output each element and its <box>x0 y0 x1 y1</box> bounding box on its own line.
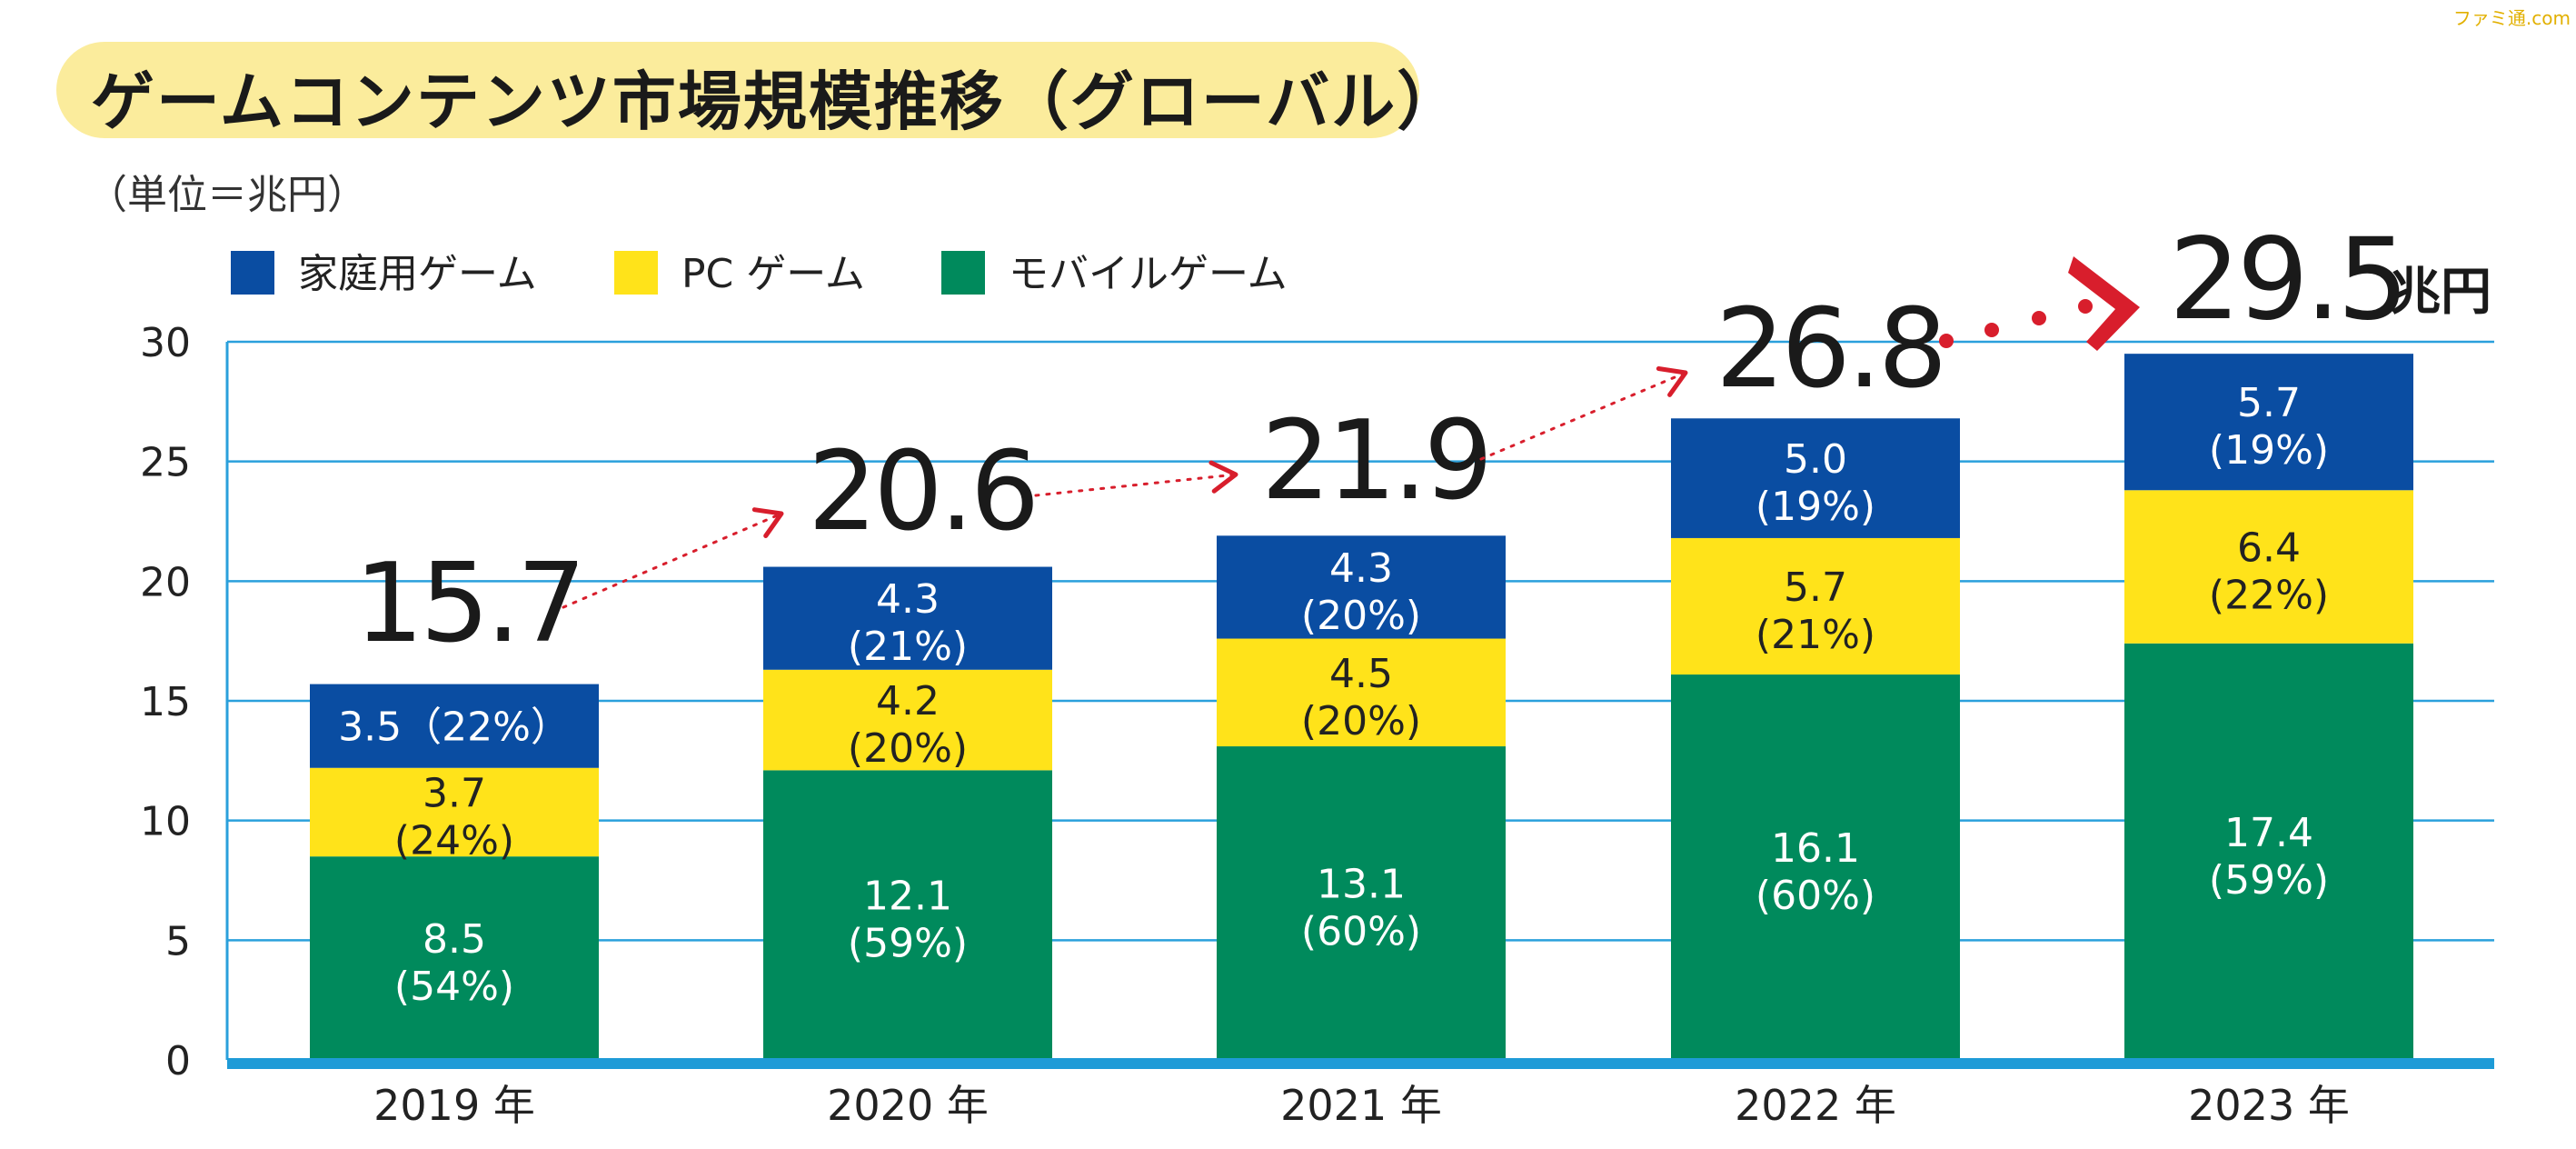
legend-swatch-mobile <box>941 251 985 295</box>
share-label: (54%) <box>394 964 514 1010</box>
bar-segment-home <box>310 684 599 768</box>
watermark: ファミ通.com <box>2452 7 2571 29</box>
unit-note: （単位＝兆円） <box>87 172 367 218</box>
share-label: (59%) <box>848 921 968 967</box>
bar-segment-pc <box>763 669 1052 771</box>
x-tick-label: 2019 年 <box>373 1081 535 1130</box>
share-label: (20%) <box>848 725 968 772</box>
x-axis-line <box>227 1058 2494 1069</box>
trend-dot <box>2078 299 2093 314</box>
trend-arrowhead <box>1208 460 1238 494</box>
data-label: 4.5 <box>1329 651 1393 697</box>
share-label: (21%) <box>848 624 968 670</box>
data-label: 17.4 <box>2224 810 2313 856</box>
data-label: 8.5 <box>423 916 486 963</box>
x-tick-label: 2020 年 <box>827 1081 989 1130</box>
data-label: 16.1 <box>1771 825 1860 872</box>
total-label: 20.6 <box>808 429 1036 555</box>
bar-segment-home <box>1217 535 1506 639</box>
data-label: 5.7 <box>2237 380 2301 426</box>
title-banner <box>56 42 1419 138</box>
y-tick-label: 25 <box>140 440 191 486</box>
data-label: 3.7 <box>423 770 486 816</box>
chart-title: ゲームコンテンツ市場規模推移（グローバル） <box>91 65 1463 139</box>
trend-dot <box>1939 334 1954 348</box>
total-label: 21.9 <box>1261 398 1489 525</box>
bar-segment-mobile <box>1217 746 1506 1060</box>
bar-segment-mobile <box>1671 674 1960 1060</box>
trend-arrowhead <box>1656 366 1688 397</box>
legend-label: 家庭用ゲーム <box>298 251 537 297</box>
legend-label: PC ゲーム <box>681 251 865 297</box>
share-label: (20%) <box>1301 698 1421 744</box>
bar-segment-home <box>1671 418 1960 538</box>
trend-connector <box>562 512 783 609</box>
share-label: (20%) <box>1301 593 1421 639</box>
share-label: (24%) <box>394 817 514 864</box>
bar-segment-pc <box>310 767 599 857</box>
bar-segment-pc <box>2124 490 2413 644</box>
data-label: 3.5（22%） <box>338 704 571 751</box>
bar-segment-mobile <box>310 856 599 1060</box>
data-label: 13.1 <box>1317 862 1406 908</box>
legend-swatch-home <box>231 251 274 295</box>
bar-segment-home <box>763 566 1052 670</box>
y-tick-label: 0 <box>165 1038 191 1084</box>
share-label: (21%) <box>1755 612 1875 658</box>
share-label: (19%) <box>1755 484 1875 530</box>
trend-chevron-arrow <box>2068 256 2140 351</box>
share-label: (60%) <box>1755 873 1875 919</box>
data-label: 4.2 <box>876 678 940 724</box>
data-label: 12.1 <box>863 874 952 920</box>
bar-segment-mobile <box>763 770 1052 1060</box>
trend-connector <box>1479 371 1687 461</box>
bar-segment-pc <box>1217 638 1506 747</box>
trend-connector <box>1034 473 1238 497</box>
data-label: 4.3 <box>1329 545 1393 592</box>
data-label: 4.3 <box>876 576 940 623</box>
data-label: 5.7 <box>1784 565 1847 611</box>
bar-segment-mobile <box>2124 643 2413 1060</box>
legend-swatch-pc <box>614 251 658 295</box>
share-label: (60%) <box>1301 909 1421 955</box>
x-tick-label: 2023 年 <box>2188 1081 2350 1130</box>
data-label: 5.0 <box>1784 436 1847 483</box>
bar-segment-home <box>2124 354 2413 491</box>
y-tick-label: 30 <box>140 320 191 366</box>
y-tick-label: 5 <box>165 918 191 964</box>
y-tick-label: 20 <box>140 559 191 605</box>
y-tick-label: 10 <box>140 799 191 845</box>
share-label: (22%) <box>2209 573 2329 619</box>
trend-dot <box>1984 323 1999 337</box>
legend-label: モバイルゲーム <box>1009 251 1288 297</box>
total-label: 29.5 <box>2169 215 2405 345</box>
total-label: 26.8 <box>1716 286 1944 413</box>
bar-segment-pc <box>1671 537 1960 675</box>
share-label: (19%) <box>2209 427 2329 474</box>
share-label: (59%) <box>2209 857 2329 904</box>
data-label: 6.4 <box>2237 525 2301 572</box>
trend-dot <box>2032 311 2046 325</box>
total-label: 15.7 <box>354 541 582 667</box>
trend-arrowhead <box>751 507 784 538</box>
y-tick-label: 15 <box>140 679 191 725</box>
total-unit-label: 兆円 <box>2390 263 2491 322</box>
x-tick-label: 2022 年 <box>1735 1081 1896 1130</box>
x-tick-label: 2021 年 <box>1280 1081 1442 1130</box>
